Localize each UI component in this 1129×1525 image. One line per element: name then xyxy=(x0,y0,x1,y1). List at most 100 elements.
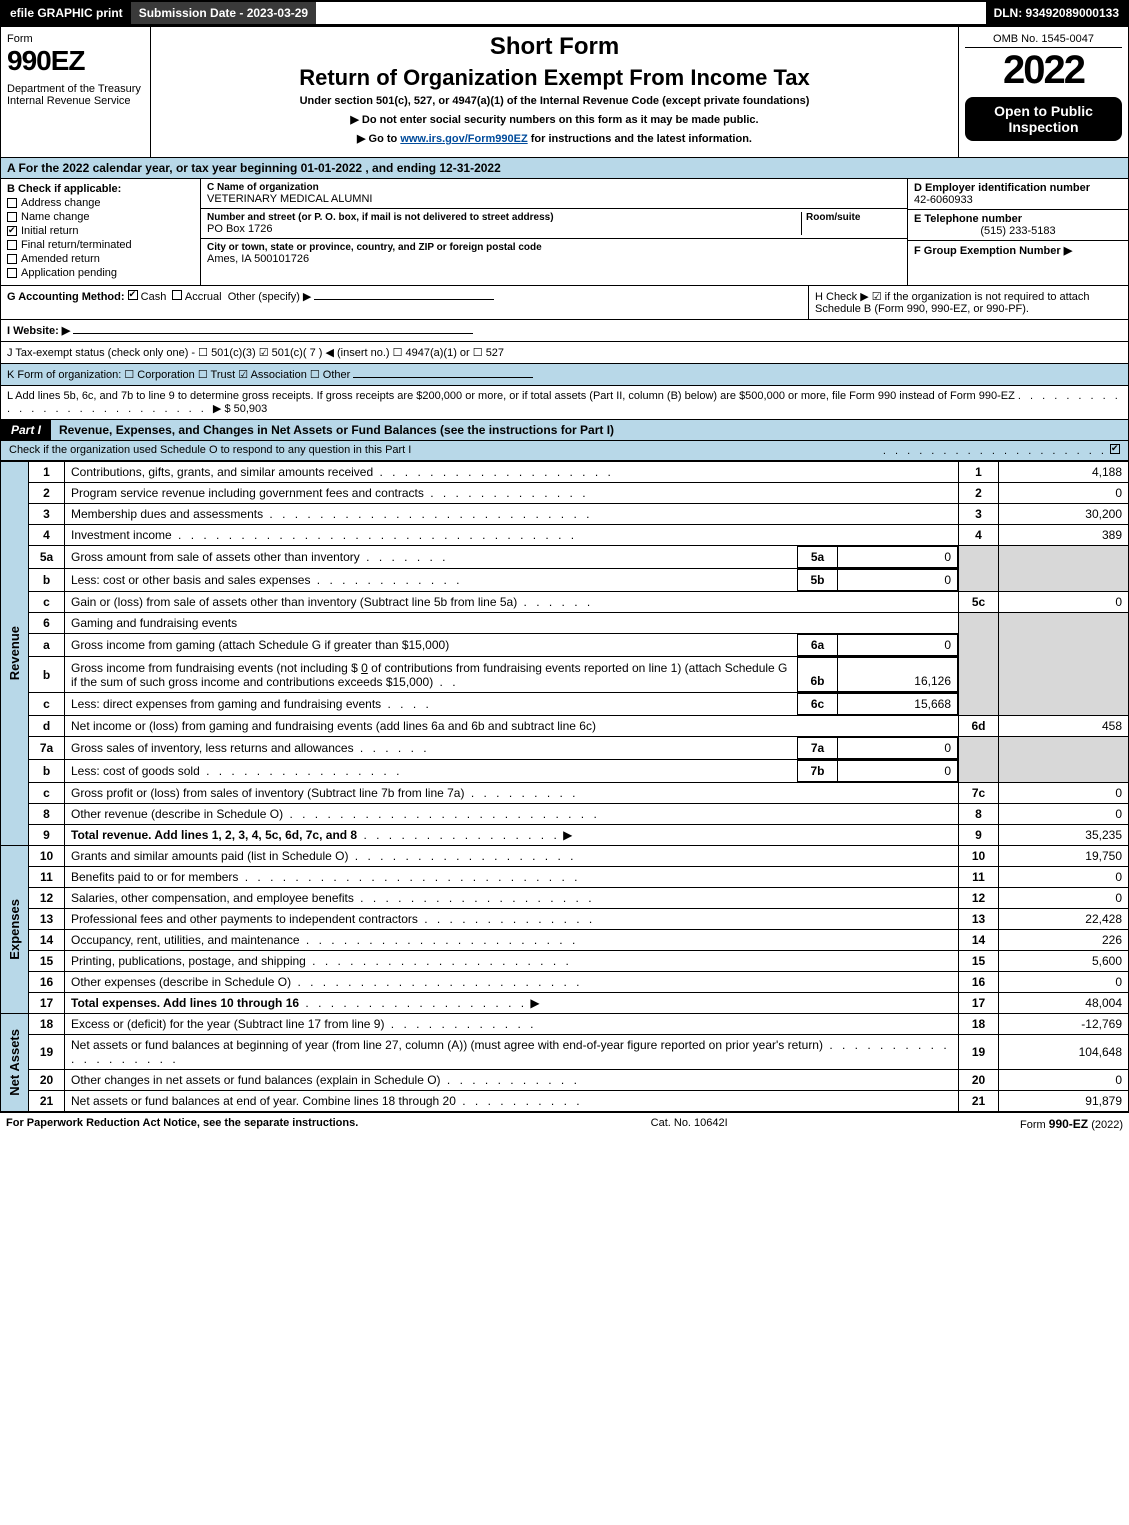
amt-6d: 458 xyxy=(999,716,1129,737)
amt-19: 104,648 xyxy=(999,1035,1129,1070)
footer-mid: Cat. No. 10642I xyxy=(651,1117,728,1131)
omb-number: OMB No. 1545-0047 xyxy=(965,33,1122,48)
part1-header: Part I Revenue, Expenses, and Changes in… xyxy=(0,420,1129,441)
chk-initial-return[interactable]: Initial return xyxy=(7,225,194,237)
table-row: 14Occupancy, rent, utilities, and mainte… xyxy=(1,930,1129,951)
header-right: OMB No. 1545-0047 2022 Open to Public In… xyxy=(958,27,1128,157)
amt-18: -12,769 xyxy=(999,1014,1129,1035)
table-row: 2Program service revenue including gover… xyxy=(1,483,1129,504)
chk-accrual[interactable] xyxy=(172,290,182,300)
table-row: 15Printing, publications, postage, and s… xyxy=(1,951,1129,972)
section-l: L Add lines 5b, 6c, and 7b to line 9 to … xyxy=(0,386,1129,420)
table-row: 3Membership dues and assessments . . . .… xyxy=(1,504,1129,525)
table-row: dNet income or (loss) from gaming and fu… xyxy=(1,716,1129,737)
table-row: 13Professional fees and other payments t… xyxy=(1,909,1129,930)
page-footer: For Paperwork Reduction Act Notice, see … xyxy=(0,1112,1129,1135)
notice-ssn: ▶ Do not enter social security numbers o… xyxy=(157,113,952,126)
table-row: 16Other expenses (describe in Schedule O… xyxy=(1,972,1129,993)
amt-12: 0 xyxy=(999,888,1129,909)
section-def: D Employer identification number 42-6060… xyxy=(908,179,1128,285)
other-method-input[interactable] xyxy=(314,299,494,300)
table-row: 21Net assets or fund balances at end of … xyxy=(1,1091,1129,1112)
section-k: K Form of organization: ☐ Corporation ☐ … xyxy=(0,364,1129,386)
dept-label: Department of the Treasury Internal Reve… xyxy=(7,83,144,107)
table-row: 7aGross sales of inventory, less returns… xyxy=(1,737,1129,760)
table-row: 5aGross amount from sale of assets other… xyxy=(1,546,1129,569)
room-label: Room/suite xyxy=(806,212,901,223)
notice-goto: ▶ Go to www.irs.gov/Form990EZ for instru… xyxy=(157,132,952,145)
amt-4: 389 xyxy=(999,525,1129,546)
footer-right: Form 990-EZ (2022) xyxy=(1020,1117,1123,1131)
amt-10: 19,750 xyxy=(999,846,1129,867)
tax-year: 2022 xyxy=(965,48,1122,93)
section-i: I Website: ▶ xyxy=(0,320,1129,342)
form-label: Form xyxy=(7,33,144,45)
open-inspection-badge: Open to Public Inspection xyxy=(965,97,1122,141)
irs-link[interactable]: www.irs.gov/Form990EZ xyxy=(400,133,527,145)
amt-17: 48,004 xyxy=(999,993,1129,1014)
amt-3: 30,200 xyxy=(999,504,1129,525)
section-g: G Accounting Method: Cash Accrual Other … xyxy=(1,286,808,319)
table-row: 9Total revenue. Add lines 1, 2, 3, 4, 5c… xyxy=(1,825,1129,846)
ein-label: D Employer identification number xyxy=(914,182,1122,194)
lines-table: Revenue 1Contributions, gifts, grants, a… xyxy=(0,461,1129,1112)
table-row: 6Gaming and fundraising events xyxy=(1,613,1129,634)
part1-sub: Check if the organization used Schedule … xyxy=(0,441,1129,461)
main-title: Return of Organization Exempt From Incom… xyxy=(157,65,952,91)
amt-8: 0 xyxy=(999,804,1129,825)
chk-amended-return[interactable]: Amended return xyxy=(7,253,194,265)
table-row: cGross profit or (loss) from sales of in… xyxy=(1,783,1129,804)
expenses-label: Expenses xyxy=(7,899,22,960)
city: Ames, IA 500101726 xyxy=(207,253,901,265)
header-center: Short Form Return of Organization Exempt… xyxy=(151,27,958,157)
table-row: 17Total expenses. Add lines 10 through 1… xyxy=(1,993,1129,1014)
footer-left: For Paperwork Reduction Act Notice, see … xyxy=(6,1117,358,1131)
table-row: 11Benefits paid to or for members . . . … xyxy=(1,867,1129,888)
section-gh: G Accounting Method: Cash Accrual Other … xyxy=(0,286,1129,320)
amt-16: 0 xyxy=(999,972,1129,993)
chk-address-change[interactable]: Address change xyxy=(7,197,194,209)
subtitle: Under section 501(c), 527, or 4947(a)(1)… xyxy=(157,95,952,107)
org-name-label: C Name of organization xyxy=(207,182,901,193)
section-b: B Check if applicable: Address change Na… xyxy=(1,179,201,285)
website-input[interactable] xyxy=(73,333,473,334)
revenue-label: Revenue xyxy=(7,626,22,680)
chk-final-return[interactable]: Final return/terminated xyxy=(7,239,194,251)
ein-value: 42-6060933 xyxy=(914,194,1122,206)
section-c: C Name of organization VETERINARY MEDICA… xyxy=(201,179,908,285)
chk-name-change[interactable]: Name change xyxy=(7,211,194,223)
table-row: 8Other revenue (describe in Schedule O) … xyxy=(1,804,1129,825)
info-grid: B Check if applicable: Address change Na… xyxy=(0,179,1129,286)
table-row: 20Other changes in net assets or fund ba… xyxy=(1,1070,1129,1091)
gross-receipts: ▶ $ 50,903 xyxy=(213,403,267,415)
other-org-input[interactable] xyxy=(353,377,533,378)
notice-pre: ▶ Go to xyxy=(357,133,400,145)
top-bar: efile GRAPHIC print Submission Date - 20… xyxy=(0,0,1129,26)
table-row: Expenses 10Grants and similar amounts pa… xyxy=(1,846,1129,867)
amt-20: 0 xyxy=(999,1070,1129,1091)
table-row: Revenue 1Contributions, gifts, grants, a… xyxy=(1,462,1129,483)
group-exempt-label: F Group Exemption Number ▶ xyxy=(914,244,1122,257)
table-row: 4Investment income . . . . . . . . . . .… xyxy=(1,525,1129,546)
phone-label: E Telephone number xyxy=(914,213,1122,225)
table-row: 19Net assets or fund balances at beginni… xyxy=(1,1035,1129,1070)
amt-13: 22,428 xyxy=(999,909,1129,930)
chk-application-pending[interactable]: Application pending xyxy=(7,267,194,279)
amt-9: 35,235 xyxy=(999,825,1129,846)
netassets-label: Net Assets xyxy=(7,1029,22,1096)
section-h: H Check ▶ ☑ if the organization is not r… xyxy=(808,286,1128,319)
submission-date: Submission Date - 2023-03-29 xyxy=(131,2,316,24)
amt-14: 226 xyxy=(999,930,1129,951)
section-b-label: B Check if applicable: xyxy=(7,183,194,195)
efile-label[interactable]: efile GRAPHIC print xyxy=(2,2,131,24)
table-row: cGain or (loss) from sale of assets othe… xyxy=(1,592,1129,613)
chk-schedule-o[interactable] xyxy=(1110,444,1120,454)
form-number: 990EZ xyxy=(7,45,144,77)
table-row: 12Salaries, other compensation, and empl… xyxy=(1,888,1129,909)
section-j: J Tax-exempt status (check only one) - ☐… xyxy=(0,342,1129,364)
chk-cash[interactable] xyxy=(128,290,138,300)
header-left: Form 990EZ Department of the Treasury In… xyxy=(1,27,151,157)
phone-value: (515) 233-5183 xyxy=(914,225,1122,237)
addr-label: Number and street (or P. O. box, if mail… xyxy=(207,212,801,223)
city-label: City or town, state or province, country… xyxy=(207,242,901,253)
